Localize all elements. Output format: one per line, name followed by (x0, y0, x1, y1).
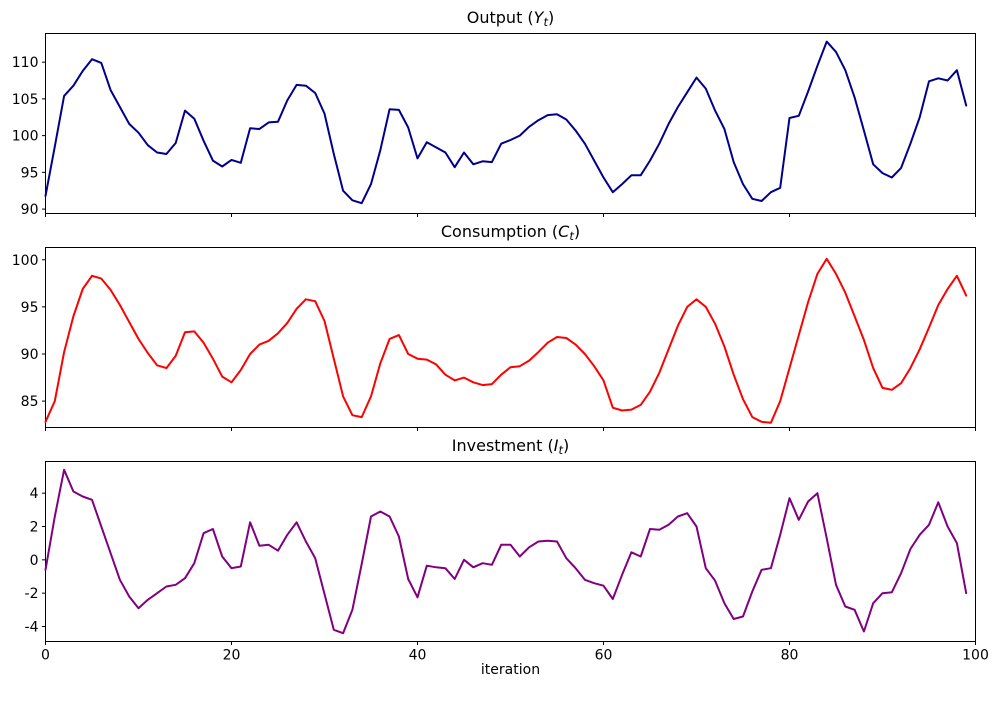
investment-axes-frame (45, 461, 976, 642)
y-tick-label: -4 (25, 620, 39, 636)
investment-line (44, 468, 968, 635)
y-tick-label: 100 (12, 129, 39, 145)
x-tick-label: 100 (962, 648, 989, 664)
title-text: Consumption ( (440, 222, 559, 241)
y-tick-label: 90 (21, 347, 39, 363)
title-text: Investment ( (451, 436, 554, 455)
title-text: ) (562, 436, 570, 455)
y-tick-label: 85 (21, 394, 39, 410)
x-tick-label: 20 (223, 648, 241, 664)
x-axis-label: iteration (480, 662, 541, 678)
output-axes-frame (45, 33, 976, 214)
x-tick-label: 60 (595, 648, 613, 664)
y-tick-label: 2 (30, 520, 39, 536)
x-tick-label: 40 (409, 648, 427, 664)
consumption-panel: 85 90 95 100 (12, 247, 976, 431)
title-var: I (553, 436, 559, 455)
title-text: Output ( (466, 8, 534, 27)
panel-title-output: Output (Yt) (45, 8, 976, 30)
y-tick-label: 90 (21, 202, 39, 218)
y-tick-label: 95 (21, 300, 39, 316)
y-tick-label: 4 (30, 486, 39, 502)
title-text: ) (573, 222, 581, 241)
consumption-line (44, 257, 968, 424)
x-tick-label: 80 (781, 648, 799, 664)
title-text: ) (547, 8, 555, 27)
consumption-axes-frame (45, 247, 976, 428)
y-tick-label: 100 (12, 253, 39, 269)
y-tick-label: 105 (12, 92, 39, 108)
output-panel: 90 95 100 105 110 (12, 33, 976, 218)
y-tick-label: 95 (21, 165, 39, 181)
title-var: C (558, 222, 570, 241)
title-subscript: t (558, 443, 563, 458)
y-tick-label: 0 (30, 553, 39, 569)
title-subscript: t (543, 15, 548, 30)
panel-title-consumption: Consumption (Ct) (45, 222, 976, 244)
panel-title-investment: Investment (It) (45, 436, 976, 458)
y-tick-label: 110 (12, 55, 39, 71)
title-var: Y (533, 8, 544, 27)
title-subscript: t (569, 229, 574, 244)
x-tick-label: 0 (41, 648, 50, 664)
y-tick-label: -2 (25, 586, 39, 602)
output-line (44, 40, 968, 205)
